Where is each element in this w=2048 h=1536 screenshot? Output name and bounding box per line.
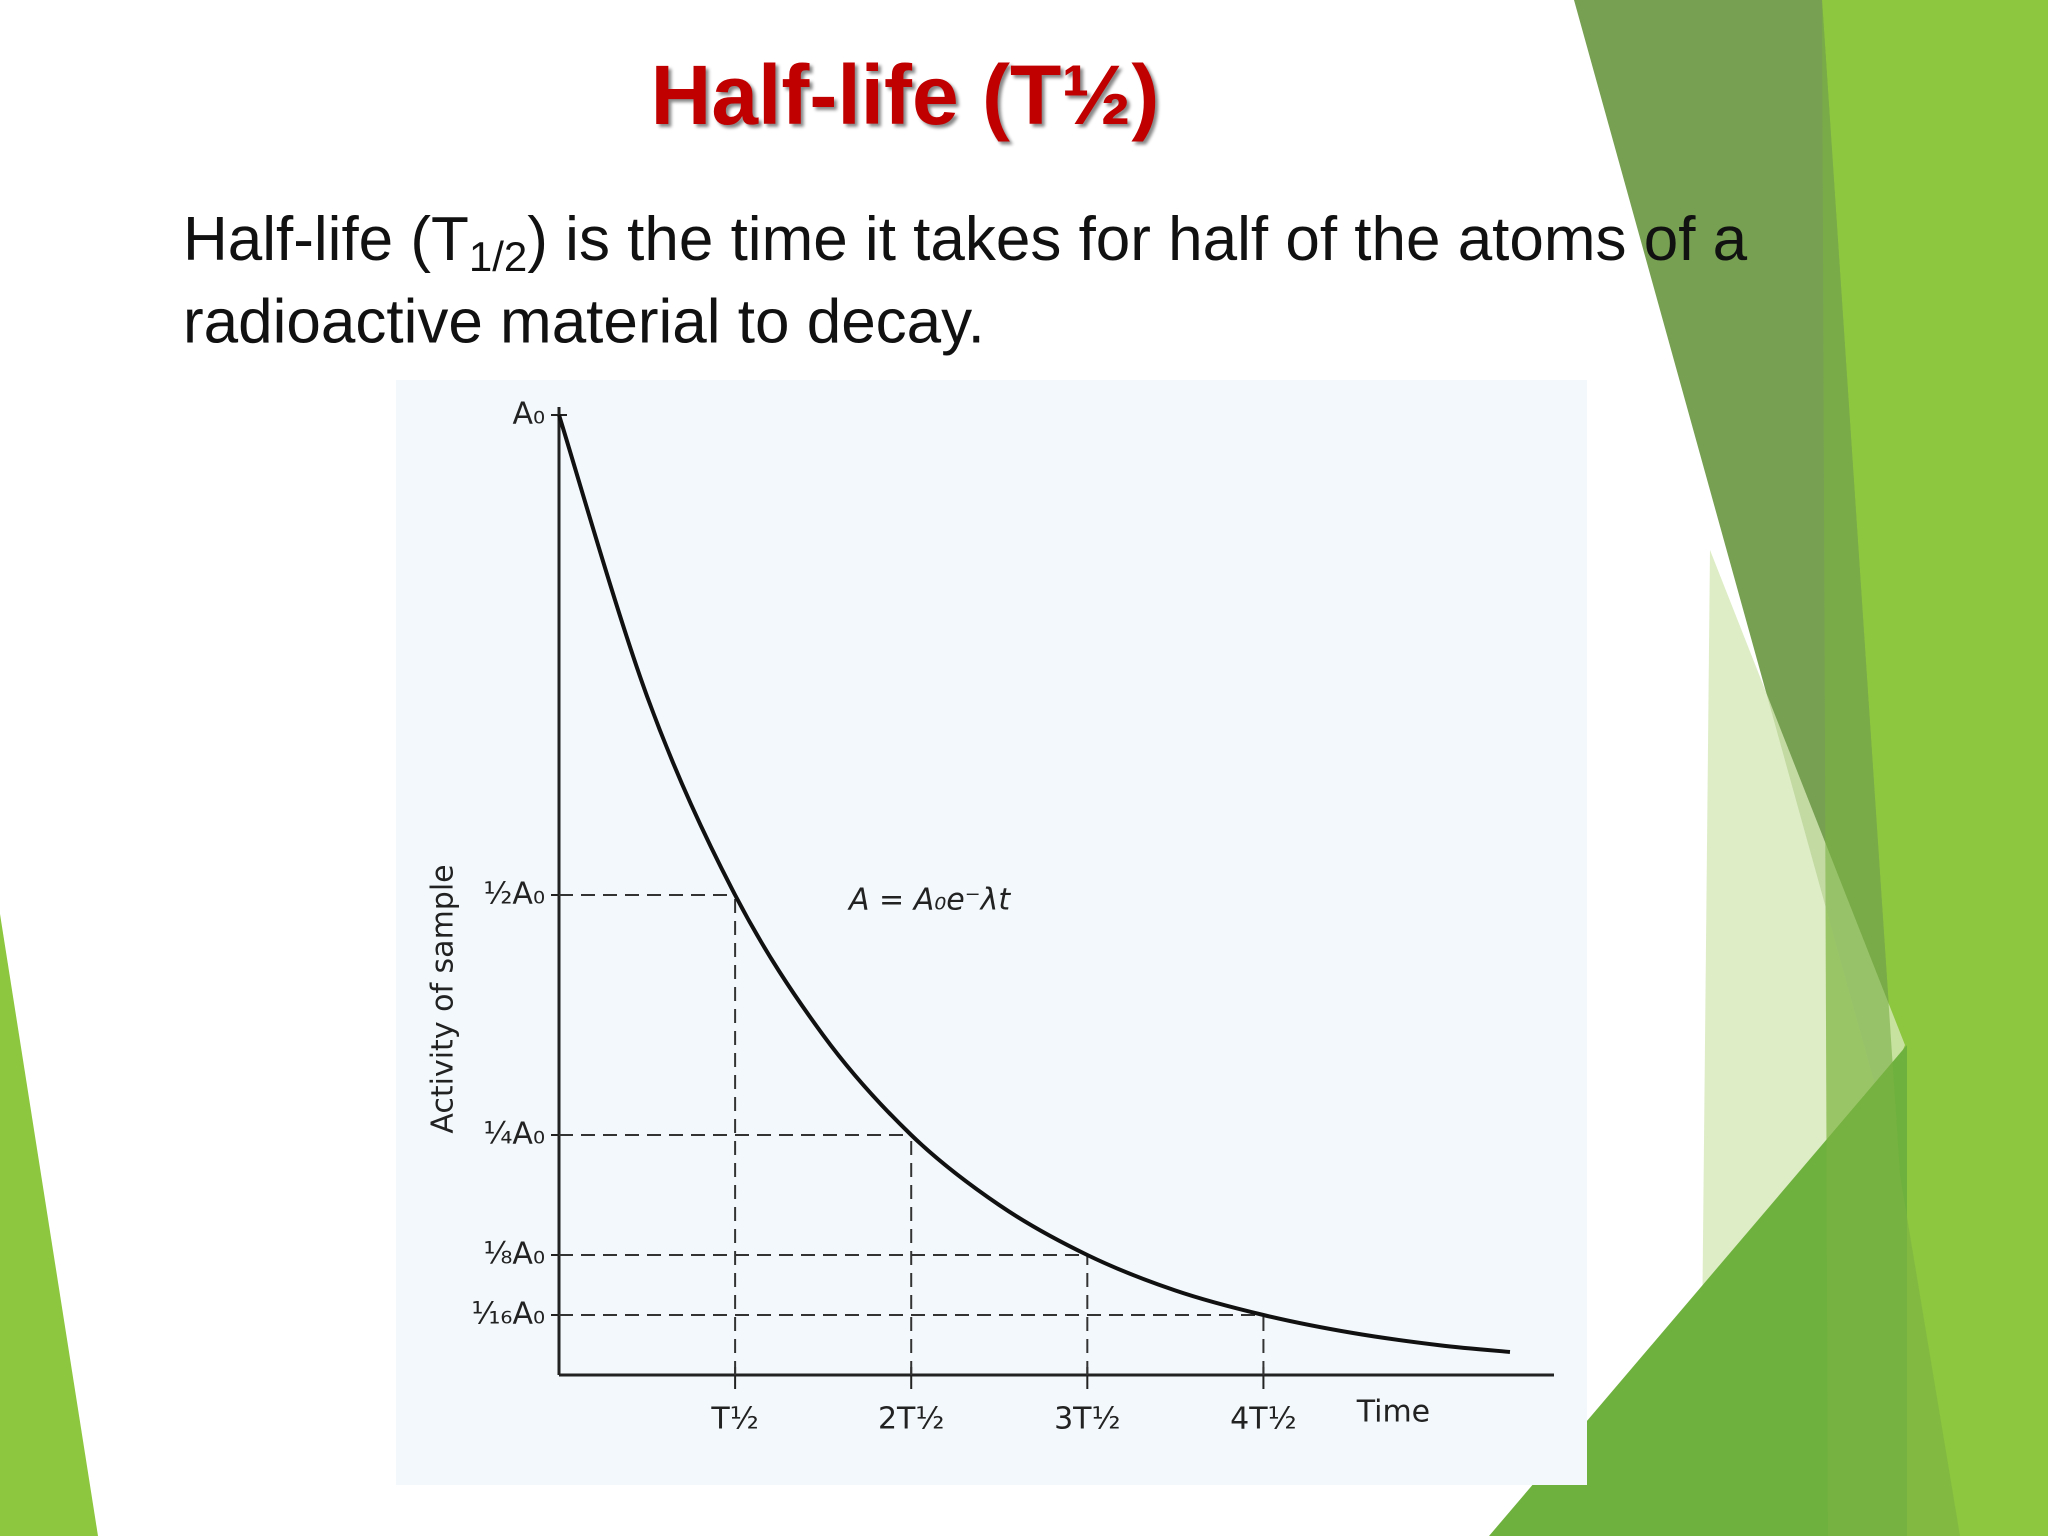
decor [1489,1045,1907,1536]
y-tick-label: ¹⁄₁₆A₀ [471,1297,545,1332]
body-text: Half-life (T1/2) is the time it takes fo… [183,205,1748,280]
x-tick-label: 2T½ [878,1402,945,1437]
body-text: radioactive material to decay. [183,287,985,356]
y-tick-label: ⅛A₀ [483,1237,545,1272]
x-tick-label: 3T½ [1054,1402,1121,1437]
y-tick-label: ¼A₀ [483,1117,545,1152]
body-part: Half-life (T [183,205,469,274]
slide-title: Half-life (T½) [651,48,1160,142]
x-axis-label: Time [1356,1395,1430,1430]
y-tick-label: A₀ [512,397,545,432]
x-tick-label: T½ [710,1402,758,1437]
y-tick-label: ½A₀ [483,877,545,912]
decor [0,914,98,1536]
body-part: ) is the time it takes for half of the a… [527,205,1747,274]
annotation: A = A₀e⁻λt [847,883,1011,918]
decor [1822,0,1960,1536]
chart-bg [396,380,1587,1485]
body-sub: 1/2 [469,233,527,280]
decay-curve [557,414,1511,1354]
x-tick-label: 4T½ [1230,1402,1297,1437]
y-axis-label: Activity of sample [426,864,461,1133]
